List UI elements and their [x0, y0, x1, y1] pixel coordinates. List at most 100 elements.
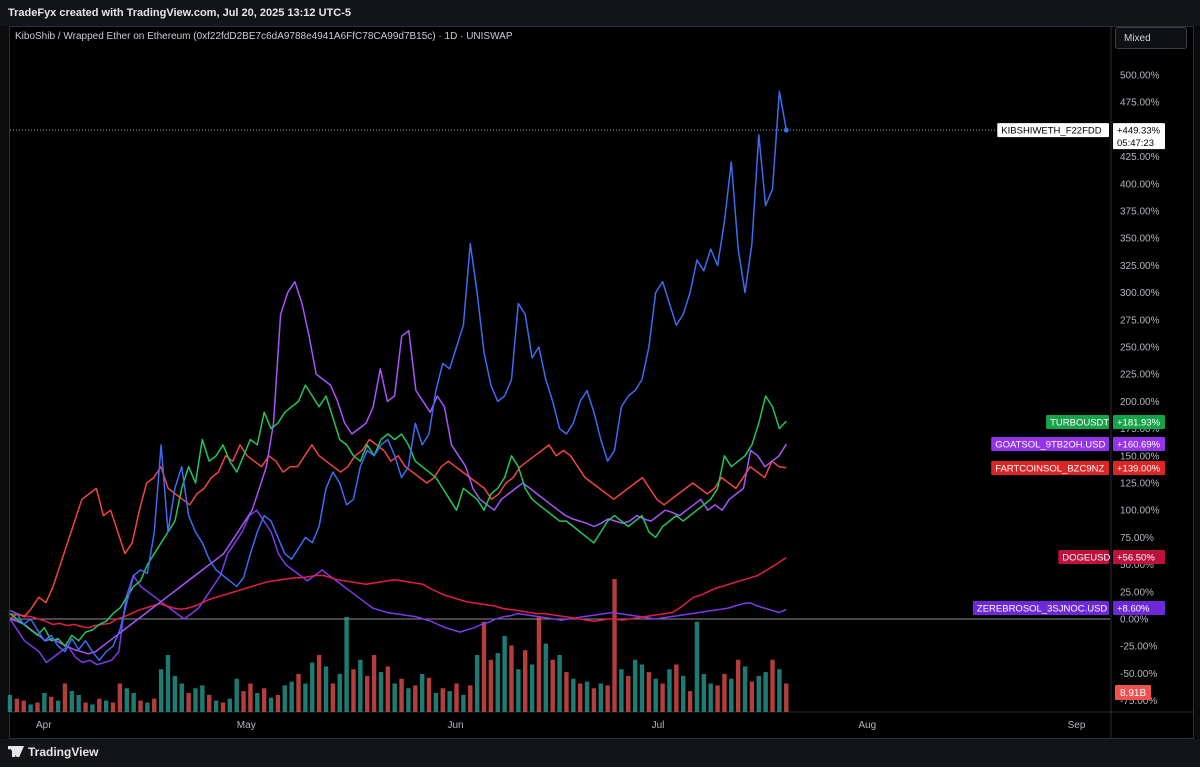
volume-bar [763, 672, 768, 712]
volume-bar [351, 669, 356, 712]
volume-bar [255, 693, 260, 712]
volume-bar [49, 696, 54, 712]
x-tick-label: Sep [1068, 720, 1086, 731]
volume-bar [90, 704, 95, 712]
volume-bar [777, 669, 782, 712]
volume-bar [200, 685, 205, 712]
volume-bar [756, 675, 761, 712]
series-name-text: ZEREBROSOL_3SJNOC.USD [977, 604, 1108, 615]
volume-bar [433, 693, 439, 712]
series-price-labels: KIBSHIWETH_F22FDD +449.33%05:47:23 TURBOUS… [972, 123, 1165, 700]
volume-bar [310, 662, 315, 712]
series-value-text: +181.93% [1117, 418, 1161, 429]
bottom-bar [0, 739, 1200, 767]
volume-bar [419, 674, 425, 712]
series-line [9, 438, 787, 620]
y-tick-label: 75.00% [1120, 533, 1154, 544]
series-line [9, 556, 787, 629]
y-tick-label: 125.00% [1120, 479, 1160, 490]
volume-bar [550, 659, 555, 712]
y-tick-label: 500.00% [1120, 71, 1160, 82]
series-value-tag [1113, 415, 1165, 429]
series-line [9, 90, 788, 662]
volume-bars [7, 579, 789, 712]
volume-bar [220, 702, 226, 712]
volume-bar [358, 659, 363, 712]
series-value-tag [1113, 123, 1165, 150]
series-value-tag [1113, 601, 1165, 615]
volume-bar [55, 700, 61, 712]
y-tick-label: 50.00% [1120, 560, 1154, 571]
volume-bar [289, 681, 294, 712]
volume-bar [213, 700, 219, 712]
series-name-tag [1046, 415, 1109, 429]
y-tick-label: 200.00% [1120, 397, 1160, 408]
volume-bar [612, 579, 617, 712]
volume-bar [378, 672, 384, 712]
series-value-text: +8.60% [1117, 604, 1150, 615]
volume-bar [653, 678, 658, 712]
volume-bar [605, 685, 610, 712]
y-tick-label: -25.00% [1120, 642, 1157, 653]
countdown-text: 05:47:23 [1117, 138, 1154, 149]
volume-bar [69, 691, 75, 712]
attribution-text: TradeFyx created with TradingView.com, J… [8, 7, 351, 19]
volume-bar [131, 693, 136, 712]
y-tick-label: 350.00% [1120, 234, 1160, 245]
volume-bar [172, 675, 178, 712]
volume-bar [529, 664, 535, 712]
volume-bar [138, 700, 143, 712]
volume-bar [722, 674, 727, 712]
chart-title: KiboShib / Wrapped Ether on Ethereum (0x… [15, 31, 513, 42]
volume-bar [97, 698, 102, 712]
volume-bar [770, 659, 775, 712]
volume-bar [385, 666, 391, 712]
y-axis: 500.00%475.00%450.00%425.00%400.00%375.0… [1120, 71, 1160, 708]
y-tick-label: 150.00% [1120, 451, 1160, 462]
x-tick-label: Apr [36, 720, 52, 731]
volume-bar [577, 683, 583, 712]
volume-bar [330, 683, 336, 712]
volume-bar [447, 691, 452, 712]
last-price-dot [783, 127, 789, 133]
volume-bar [158, 669, 164, 712]
volume-bar [21, 700, 26, 712]
volume-bar [268, 697, 274, 712]
volume-bar [186, 693, 191, 712]
y-tick-label: 25.00% [1120, 587, 1154, 598]
y-tick-label: 475.00% [1120, 98, 1160, 109]
volume-bar [248, 683, 253, 712]
volume-bar [145, 702, 150, 712]
volume-bar [639, 664, 645, 712]
volume-bar [152, 698, 157, 712]
tradingview-logo-icon [8, 746, 24, 757]
volume-bar [681, 675, 686, 712]
volume-bar [694, 621, 700, 712]
volume-bar [536, 617, 542, 712]
volume-bar [598, 683, 603, 712]
volume-bar [28, 704, 33, 712]
volume-bar [440, 688, 445, 712]
volume-bar [234, 678, 239, 712]
series-value-tag [1113, 437, 1165, 451]
volume-bar [564, 672, 569, 712]
tradingview-logo[interactable]: TradingView [8, 745, 98, 759]
y-tick-label: -50.00% [1120, 669, 1157, 680]
volume-bar [784, 683, 789, 712]
volume-bar [674, 664, 679, 712]
volume-bar [516, 669, 521, 712]
scale-mode-button[interactable]: Mixed [1115, 27, 1187, 49]
y-tick-label: 300.00% [1120, 288, 1160, 299]
volume-bar [42, 693, 47, 712]
volume-bar [392, 683, 397, 712]
volume-bar [303, 683, 308, 712]
volume-bar [742, 666, 748, 712]
volume-bar [735, 659, 741, 712]
x-tick-label: Aug [858, 720, 876, 731]
volume-bar [660, 683, 665, 712]
volume-bar [406, 688, 411, 712]
series-value-text: +160.69% [1117, 440, 1161, 451]
volume-bar [83, 702, 88, 712]
volume-bar [481, 621, 487, 712]
